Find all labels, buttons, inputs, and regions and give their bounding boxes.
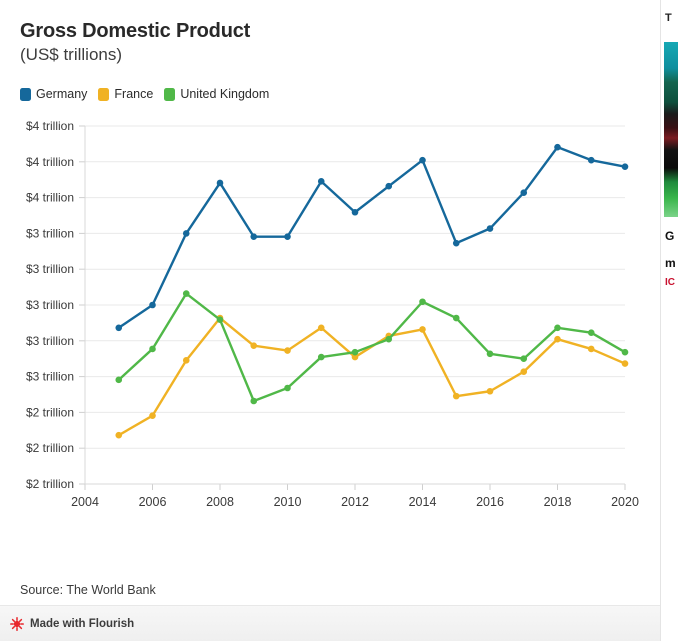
- data-point-marker[interactable]: [419, 326, 426, 333]
- series-germany: [115, 143, 629, 332]
- data-point-marker[interactable]: [587, 156, 595, 164]
- data-point-marker[interactable]: [317, 353, 325, 361]
- data-point-marker[interactable]: [621, 360, 629, 367]
- data-point-marker[interactable]: [486, 387, 494, 395]
- y-axis-tick-label: $3 trillion: [26, 262, 74, 276]
- y-axis-tick-label: $2 trillion: [26, 477, 74, 491]
- data-point-marker[interactable]: [554, 335, 561, 343]
- data-point-marker[interactable]: [250, 342, 258, 349]
- data-point-marker[interactable]: [149, 412, 156, 419]
- data-point-marker[interactable]: [250, 397, 258, 405]
- data-point-marker[interactable]: [419, 298, 426, 306]
- y-axis-tick-label: $3 trillion: [26, 370, 74, 384]
- data-point-marker[interactable]: [554, 143, 561, 151]
- chart-card: Gross Domestic Product (US$ trillions) G…: [0, 20, 660, 641]
- adjacent-headline-line-2: m: [665, 256, 676, 270]
- legend-item-germany[interactable]: Germany: [20, 87, 87, 101]
- data-point-marker[interactable]: [520, 189, 528, 197]
- legend-swatch-icon: [164, 87, 176, 101]
- legend-item-france[interactable]: France: [98, 87, 153, 101]
- series-line: [117, 145, 627, 329]
- chart-legend: Germany France United Kingdom: [20, 87, 280, 101]
- data-point-marker[interactable]: [284, 384, 291, 392]
- x-axis-tick-label: 2018: [544, 495, 572, 509]
- legend-item-label: Germany: [36, 87, 88, 101]
- data-point-marker[interactable]: [216, 316, 224, 323]
- data-point-marker[interactable]: [486, 350, 494, 358]
- x-axis-tick-label: 2012: [341, 495, 369, 509]
- data-point-marker[interactable]: [317, 178, 325, 185]
- data-point-marker[interactable]: [216, 179, 224, 187]
- y-axis-tick-label: $2 trillion: [26, 405, 74, 419]
- data-point-marker[interactable]: [182, 230, 190, 237]
- flourish-credit-label: Made with Flourish: [30, 617, 135, 630]
- flourish-credit-bar[interactable]: Made with Flourish: [0, 605, 660, 641]
- x-axis-tick-label: 2006: [139, 495, 167, 509]
- x-axis-tick-label: 2014: [409, 495, 437, 509]
- line-chart-svg: $4 trillion $4 trillion $4 trillion $3 tril…: [26, 119, 639, 509]
- data-point-marker[interactable]: [520, 355, 528, 362]
- data-point-marker[interactable]: [621, 348, 629, 356]
- data-point-marker[interactable]: [317, 324, 325, 332]
- data-point-marker[interactable]: [351, 348, 359, 356]
- data-point-marker[interactable]: [115, 431, 123, 439]
- adjacent-thumbnail-image: [664, 42, 678, 217]
- source-note: Source: The World Bank: [20, 583, 156, 597]
- legend-swatch-icon: [98, 87, 110, 101]
- x-axis-tick-label: 2004: [71, 495, 99, 509]
- legend-item-label: United Kingdom: [180, 87, 270, 101]
- x-axis-tick-label: 2020: [611, 495, 639, 509]
- legend-item-united-kingdom[interactable]: United Kingdom: [164, 87, 269, 101]
- x-axis-tick-label: 2008: [206, 495, 234, 509]
- y-axis-tick-label: $4 trillion: [26, 191, 74, 205]
- data-point-marker[interactable]: [554, 324, 561, 332]
- data-point-marker[interactable]: [284, 233, 291, 240]
- data-point-marker[interactable]: [486, 225, 494, 232]
- plot-area: $4 trillion $4 trillion $4 trillion $3 tril…: [0, 110, 660, 550]
- y-axis-tick-label: $3 trillion: [26, 298, 74, 312]
- adjacent-headline-line-1: G: [665, 229, 675, 243]
- adjacent-kicker: T: [665, 12, 672, 24]
- data-point-marker[interactable]: [182, 357, 190, 364]
- data-point-marker[interactable]: [385, 182, 393, 190]
- data-point-marker[interactable]: [385, 335, 393, 343]
- data-point-marker[interactable]: [587, 345, 595, 353]
- data-point-marker[interactable]: [351, 208, 359, 216]
- data-point-marker[interactable]: [149, 345, 156, 353]
- data-point-marker[interactable]: [587, 329, 595, 336]
- series-line: [117, 292, 627, 403]
- data-point-marker[interactable]: [149, 301, 156, 309]
- adjacent-article-column: T G m IC: [660, 0, 679, 641]
- series-united-kingdom: [115, 290, 629, 405]
- page-title: Gross Domestic Product: [20, 20, 251, 42]
- data-point-marker[interactable]: [284, 347, 291, 354]
- x-axis-tick-label: 2010: [274, 495, 302, 509]
- legend-item-label: France: [114, 87, 154, 101]
- legend-swatch-icon: [20, 87, 31, 101]
- y-axis-tick-label: $4 trillion: [26, 119, 74, 133]
- data-point-marker[interactable]: [621, 163, 629, 170]
- data-point-marker[interactable]: [115, 324, 123, 332]
- chart-subtitle: (US$ trillions): [20, 45, 123, 64]
- data-point-marker[interactable]: [452, 239, 460, 247]
- y-axis-tick-label: $4 trillion: [26, 155, 74, 169]
- data-point-marker[interactable]: [182, 290, 190, 297]
- y-axis-tick-label: $3 trillion: [26, 226, 74, 240]
- data-point-marker[interactable]: [351, 353, 359, 361]
- data-point-marker[interactable]: [452, 314, 460, 322]
- data-point-marker[interactable]: [520, 368, 528, 376]
- data-point-marker[interactable]: [419, 156, 426, 164]
- data-point-marker[interactable]: [452, 392, 460, 400]
- data-point-marker[interactable]: [250, 233, 258, 240]
- y-axis-tick-label: $3 trillion: [26, 334, 74, 348]
- y-axis-tick-label: $2 trillion: [26, 441, 74, 455]
- adjacent-subhead: IC: [665, 277, 675, 288]
- flourish-logo-icon: [10, 616, 24, 631]
- data-point-marker[interactable]: [115, 376, 123, 384]
- x-axis-tick-label: 2016: [476, 495, 504, 509]
